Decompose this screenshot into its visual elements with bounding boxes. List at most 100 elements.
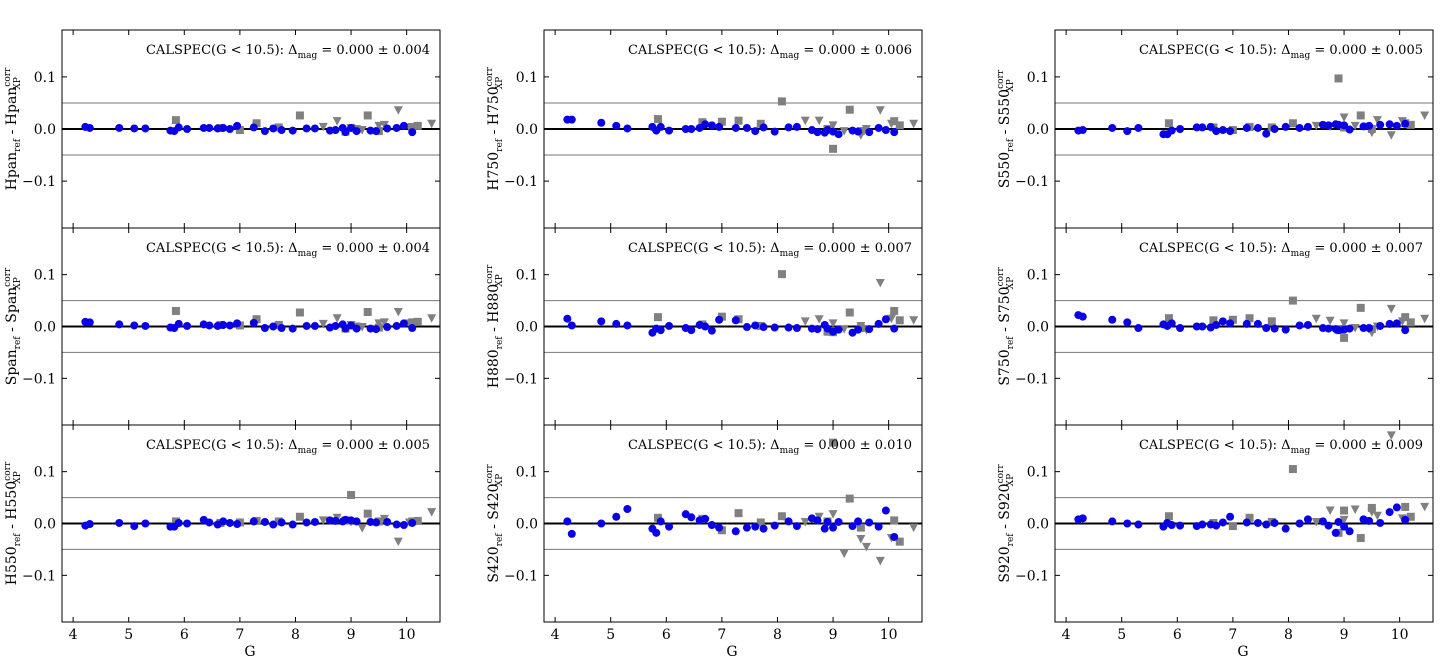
annotation-suffix: = 0.000 ± 0.004 [317,241,430,256]
circle-point [277,126,286,135]
circle-point [1392,121,1401,130]
square-point [756,518,765,527]
circle-point [1212,521,1221,530]
square-point [777,512,786,521]
y-tick-label: 0.0 [34,320,56,336]
circle-point [1392,503,1401,512]
ylabel-main: S550 [997,152,1013,188]
circle-point [834,325,843,334]
triangle-point [828,510,838,519]
annotation-subscript: mag [298,51,318,61]
square-point [734,509,743,518]
circle-point [865,518,874,527]
circle-point [372,518,381,527]
square-point [1228,315,1237,324]
y-tick-label: 0.0 [34,517,56,533]
circle-point [1253,123,1262,132]
square-point [845,105,854,114]
circle-point [665,321,674,330]
panel-s550: 0.1 0.0 −0.1 CALSPEC(G < 10.5): Δmag = 0.00… [996,29,1434,229]
square-point [829,438,838,447]
circle-point [1281,325,1290,334]
annotation-prefix: CALSPEC(G < 10.5): Δ [1139,438,1291,453]
triangle-point [393,106,403,115]
circle-point [1123,519,1132,528]
square-point [171,306,180,315]
y-tick-label: −0.1 [504,371,538,387]
circle-point [352,324,361,333]
y-tick-label: 0.0 [516,517,538,533]
ylabel-subscript2: XP [1006,474,1016,486]
panel-hpan: 0.1 0.0 −0.1 CALSPEC(G < 10.5): Δmag = 0.00… [3,29,441,229]
y-tick-label: 0.0 [1027,320,1049,336]
circle-point [1401,515,1410,524]
triangle-point [1420,314,1430,324]
circle-point [277,518,286,527]
circle-point [260,127,269,136]
circle-point [225,518,234,527]
ylabel-main: H550 [4,546,20,585]
circle-point [1324,121,1333,130]
circle-point [1262,324,1271,333]
annotation-suffix: = 0.000 ± 0.005 [317,438,430,453]
circle-point [784,323,793,332]
circle-point [731,527,740,536]
panel-annotation: CALSPEC(G < 10.5): Δmag = 0.000 ± 0.006 [628,43,912,61]
circle-point [623,124,632,133]
circle-point [383,124,392,133]
y-tick-label: −0.1 [1015,371,1049,387]
circle-point [1270,518,1279,527]
ylabel-main2: - H750 [486,86,502,139]
square-point [171,116,180,125]
circle-point [1167,521,1176,530]
panel-annotation: CALSPEC(G < 10.5): Δmag = 0.000 ± 0.007 [1139,241,1423,259]
ylabel-main: S420 [486,546,502,582]
y-tick-label: 0.0 [516,122,538,138]
ylabel-superscript: corr [996,267,1006,287]
ylabel-main2: - S750 [997,286,1013,336]
circle-point [770,127,779,136]
circle-point [219,320,228,329]
circle-point [854,517,863,526]
circle-point [85,520,94,529]
circle-point [331,321,340,330]
ylabel-subscript: ref [13,533,23,547]
circle-point [352,127,361,136]
x-tick-label: 5 [124,627,133,643]
triangle-point [839,127,849,136]
square-point [1406,318,1415,327]
triangle-point [814,315,824,324]
circle-point [205,321,214,330]
square-point [363,111,372,120]
panel-annotation: CALSPEC(G < 10.5): Δmag = 0.000 ± 0.004 [146,43,430,61]
triangle-point [332,314,342,323]
square-point [295,512,304,521]
ylabel-subscript: ref [495,533,505,547]
circle-point [1226,127,1235,136]
square-point [363,307,372,316]
triangle-point [1367,128,1377,138]
square-point [252,119,261,128]
ylabel-subscript2: XP [13,77,23,89]
triangle-point [357,126,367,135]
triangle-point [1311,314,1321,324]
annotation-prefix: CALSPEC(G < 10.5): Δ [146,43,298,58]
circle-point [715,523,724,532]
circle-point [392,123,401,132]
square-point [1334,74,1343,83]
triangle-point [393,307,403,317]
triangle-point [379,318,389,327]
circle-point [731,316,740,325]
x-tick-label: 8 [291,627,300,643]
ylabel-subscript: ref [1006,533,1016,547]
y-tick-label: −0.1 [1015,174,1049,190]
y-tick-label: 0.1 [1027,465,1049,481]
circle-point [260,517,269,526]
circle-point [563,517,572,526]
circle-point [341,128,350,137]
square-point [1356,303,1365,312]
y-axis-label: S750ref - S750corrXP [996,267,1016,386]
annotation-suffix: = 0.000 ± 0.004 [317,43,430,58]
triangle-point [318,319,328,329]
